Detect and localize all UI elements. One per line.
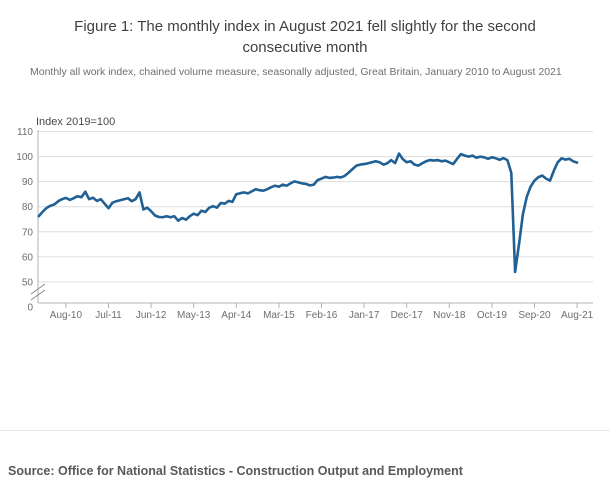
x-tick-label: Feb-16 [306, 310, 338, 321]
x-tick-label: Jan-17 [349, 310, 380, 321]
x-tick-label: Jul-11 [95, 310, 122, 321]
gridlines [38, 131, 593, 283]
axis-break-marks [30, 283, 46, 301]
y-tick-label: 70 [22, 227, 34, 238]
x-ticks [65, 303, 578, 308]
x-tick-label: Apr-14 [221, 310, 251, 321]
y-axis-unit-label: Index 2019=100 [36, 116, 116, 128]
y-tick-label: 60 [22, 252, 34, 263]
axes [37, 130, 593, 304]
x-tick-label: Mar-15 [263, 310, 295, 321]
x-tick-label: Dec-17 [391, 310, 424, 321]
y-tick-labels: 110 100 90 80 70 60 50 0 [16, 127, 33, 314]
x-tick-label: Sep-20 [518, 310, 551, 321]
source-note: Source: Office for National Statistics -… [8, 463, 463, 478]
y-tick-label: 90 [22, 177, 34, 188]
y-tick-label: 50 [22, 277, 34, 288]
x-tick-label: Aug-10 [50, 310, 83, 321]
footer-divider [0, 430, 610, 431]
x-tick-label: May-13 [177, 310, 211, 321]
x-tick-label: Oct-19 [477, 310, 507, 321]
y-tick-label: 100 [16, 152, 33, 163]
chart-subtitle: Monthly all work index, chained volume m… [30, 65, 562, 78]
y-tick-label: 0 [27, 303, 33, 314]
x-tick-labels: Aug-10 Jul-11 Jun-12 May-13 Apr-14 Mar-15 Feb-… [50, 310, 594, 321]
x-tick-label: Nov-18 [433, 310, 466, 321]
y-tick-label: 110 [17, 127, 33, 138]
x-tick-label: Jun-12 [136, 310, 167, 321]
x-tick-label: Aug-21 [561, 310, 594, 321]
chart-title: Figure 1: The monthly index in August 20… [74, 18, 536, 57]
data-line [37, 152, 579, 274]
y-tick-label: 80 [22, 202, 34, 213]
